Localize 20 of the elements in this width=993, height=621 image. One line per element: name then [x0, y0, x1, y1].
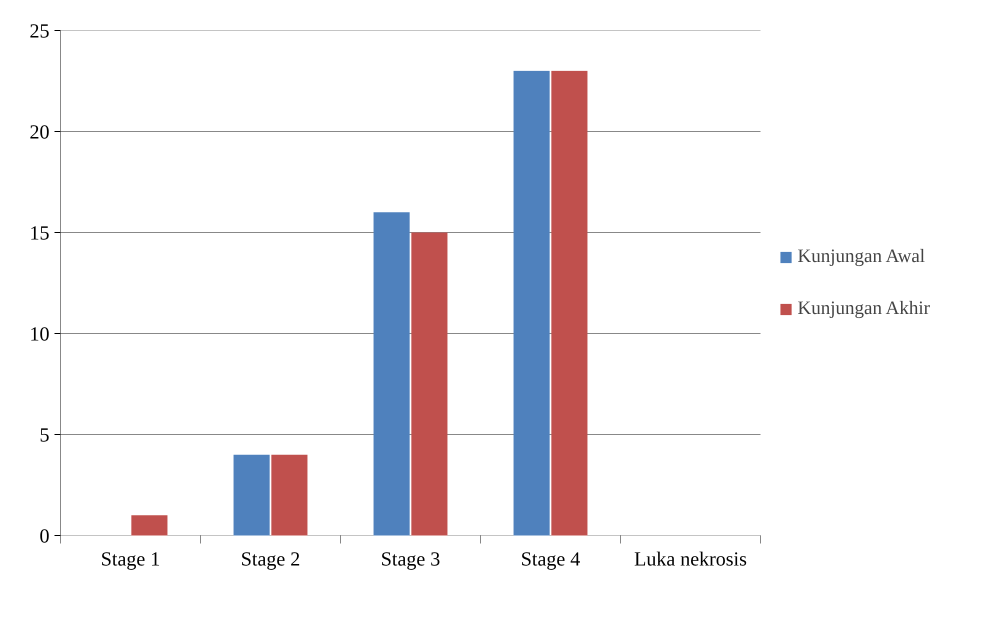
bar [271, 454, 308, 536]
x-tick-label: Stage 1 [100, 548, 160, 570]
x-tick-label: Stage 3 [380, 548, 440, 570]
bar [411, 232, 448, 536]
legend-label: Kunjungan Akhir [798, 298, 930, 320]
y-tick-label: 25 [30, 20, 50, 42]
x-tick-label: Luka nekrosis [634, 548, 748, 570]
y-tick-label: 20 [30, 122, 50, 144]
bar [234, 454, 270, 536]
bar [374, 212, 410, 536]
bar [131, 515, 168, 536]
y-tick-label: 10 [30, 324, 50, 346]
bar [551, 70, 588, 536]
legend-label: Kunjungan Awal [798, 246, 926, 268]
y-tick-label: 5 [40, 424, 50, 446]
y-tick-label: 15 [30, 222, 50, 244]
x-tick-label: Stage 2 [240, 548, 300, 570]
y-tick-label: 0 [40, 526, 50, 548]
bar [514, 70, 550, 536]
x-tick-label: Stage 4 [520, 548, 580, 570]
